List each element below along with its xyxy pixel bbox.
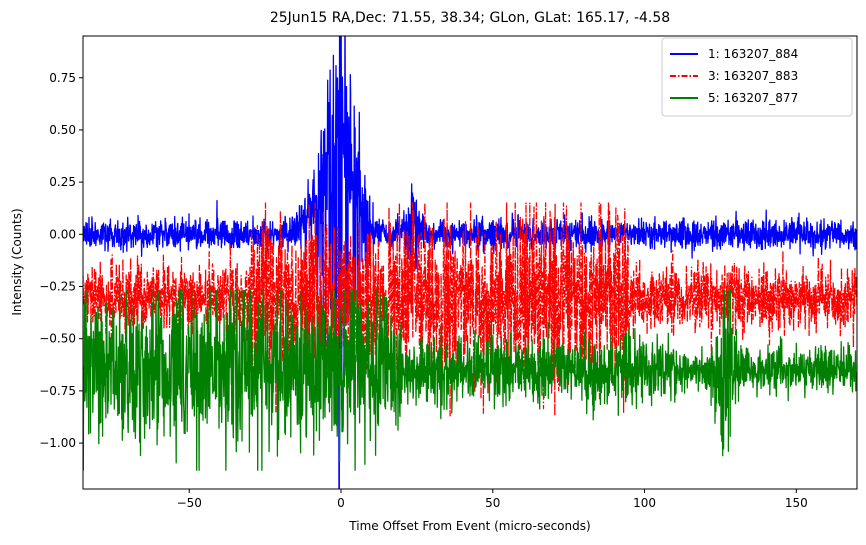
y-tick-label: 0.75 [49, 71, 76, 85]
legend-entry-label: 5: 163207_877 [708, 91, 798, 105]
legend-entry-label: 3: 163207_883 [708, 69, 798, 83]
y-tick-label: −0.50 [39, 332, 76, 346]
legend: 1: 163207_884 3: 163207_883 5: 163207_877 [661, 37, 853, 117]
y-tick-label: 0.25 [49, 175, 76, 189]
x-tick-label: 100 [633, 496, 656, 510]
y-tick-label: 0.50 [49, 123, 76, 137]
x-tick-label: −50 [177, 496, 202, 510]
x-ticks: −50 0 50 100 150 [177, 489, 808, 510]
y-tick-label: 0.00 [49, 227, 76, 241]
y-ticks: 0.75 0.50 0.25 0.00 −0.25 −0.50 −0.75 −1.00 [39, 71, 83, 450]
x-tick-label: 150 [785, 496, 808, 510]
legend-entry-label: 1: 163207_884 [708, 47, 798, 61]
x-tick-label: 50 [485, 496, 500, 510]
series-line [83, 290, 857, 471]
y-axis-label: Intensity (Counts) [10, 208, 24, 315]
y-tick-label: −0.25 [39, 280, 76, 294]
chart-title: 25Jun15 RA,Dec: 71.55, 38.34; GLon, GLat… [270, 10, 670, 26]
x-tick-label: 0 [337, 496, 345, 510]
plot-frame [82, 35, 858, 490]
series-layer [83, 36, 857, 489]
x-axis-label: Time Offset From Event (micro-seconds) [348, 519, 590, 533]
y-tick-label: −0.75 [39, 384, 76, 398]
y-tick-label: −1.00 [39, 436, 76, 450]
legend-box [661, 37, 853, 117]
